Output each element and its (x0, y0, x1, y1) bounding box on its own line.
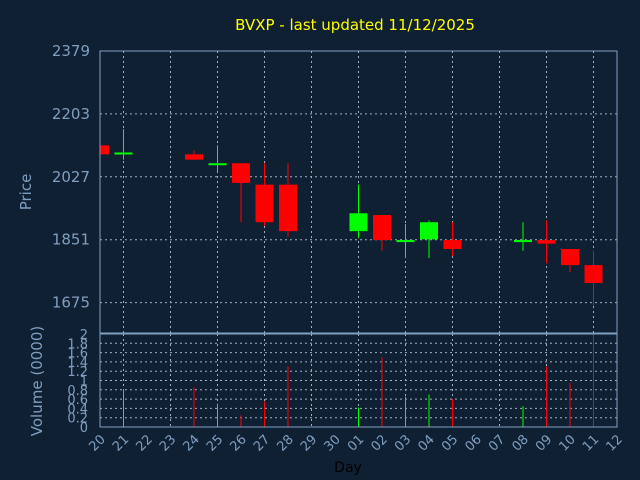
volume-tick-label: 0.8 (67, 384, 88, 399)
x-tick-label: 10 (557, 432, 579, 454)
candle-body (373, 215, 391, 241)
candle-body (208, 163, 227, 166)
volume-tick-label: 1.8 (67, 337, 88, 352)
price-tick-label: 2379 (52, 42, 90, 60)
x-tick-label: 05 (439, 432, 461, 454)
price-tick-label: 2203 (52, 105, 90, 123)
x-tick-label: 30 (322, 432, 344, 454)
volume-panel-frame (99, 333, 618, 428)
candle-body (561, 249, 579, 266)
x-tick-label: 01 (345, 432, 367, 454)
candle-body (279, 184, 297, 232)
x-tick-label: 22 (134, 432, 156, 454)
x-tick-label: 21 (110, 432, 132, 454)
volume-tick-labels: 21.81.61.41.210.80.60.40.20 (67, 328, 88, 436)
x-tick-label: 07 (486, 432, 508, 454)
price-tick-label: 2027 (52, 168, 90, 186)
volume-tick-label: 0.6 (67, 393, 88, 408)
price-panel-frame (99, 50, 618, 334)
candle-body (114, 152, 133, 155)
x-tick-label: 29 (298, 432, 320, 454)
candle-body (185, 154, 203, 160)
price-tick-label: 1851 (52, 231, 90, 249)
price-tick-labels: 2379 2203 2027 1851 1675 (52, 42, 90, 312)
x-tick-labels: 20 21 22 23 24 25 26 27 28 29 30 01 02 03 04 05 06 07 08 09… (87, 432, 626, 454)
candle-body (443, 240, 462, 250)
x-tick-label: 11 (580, 432, 602, 454)
candle-body (255, 184, 274, 223)
volume-bars (123, 334, 594, 427)
volume-tick-label: 2 (80, 328, 88, 343)
x-tick-label: 09 (533, 432, 555, 454)
x-tick-label: 12 (604, 432, 626, 454)
x-tick-label: 20 (87, 432, 109, 454)
x-tick-label: 25 (204, 432, 226, 454)
candlesticks (99, 129, 603, 307)
candle-body (100, 145, 109, 155)
candle-body (349, 213, 368, 232)
candle-body (514, 240, 532, 243)
candle-body (537, 240, 556, 244)
volume-axis-label: Volume (0000) (28, 326, 46, 436)
x-tick-label: 06 (463, 432, 485, 454)
candle-body (420, 222, 438, 240)
price-axis-label: Price (17, 174, 35, 211)
x-tick-label: 02 (369, 432, 391, 454)
volume-tick-label: 1.4 (67, 356, 88, 371)
volume-tick-label: 0.4 (67, 402, 88, 417)
volume-tick-label: 1.2 (67, 365, 88, 380)
x-tick-label: 27 (251, 432, 273, 454)
candle-body (232, 163, 250, 183)
x-tick-label: 26 (228, 432, 250, 454)
candle-body (396, 240, 415, 243)
chart-title: BVXP - last updated 11/12/2025 (235, 16, 475, 34)
volume-tick-label: 0 (80, 421, 88, 436)
x-tick-label: 28 (275, 432, 297, 454)
price-tick-label: 1675 (52, 294, 90, 312)
x-axis-label: Day (334, 460, 362, 476)
x-tick-label: 23 (157, 432, 179, 454)
volume-tick-label: 1 (80, 375, 88, 390)
volume-tick-label: 1.6 (67, 347, 88, 362)
x-tick-label: 08 (510, 432, 532, 454)
x-tick-label: 03 (392, 432, 414, 454)
x-tick-label: 04 (416, 432, 438, 454)
x-tick-label: 24 (181, 432, 203, 454)
volume-tick-label: 0.2 (67, 412, 88, 427)
candle-body (584, 265, 603, 283)
